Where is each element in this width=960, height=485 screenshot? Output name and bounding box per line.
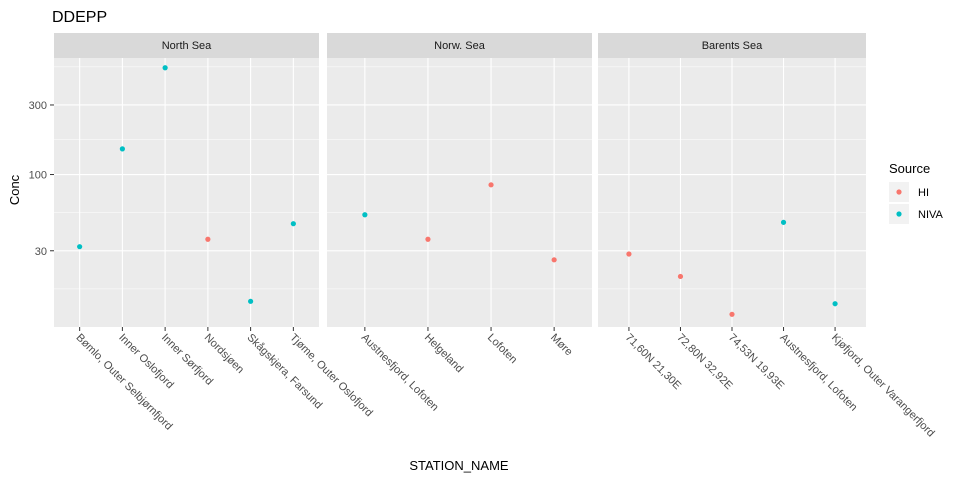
x-tick-label: 71,60N 21,30E bbox=[623, 332, 683, 392]
chart-title: DDEPP bbox=[52, 9, 107, 26]
facet-strip-norw-sea bbox=[327, 33, 592, 58]
data-point-hi bbox=[488, 182, 494, 188]
x-tick-label: Kjøfjord, Outer Varangerfjord bbox=[829, 332, 937, 440]
legend-marker-niva bbox=[896, 211, 902, 217]
legend-title: Source bbox=[889, 161, 930, 176]
data-point-hi bbox=[677, 273, 684, 280]
x-axis-title: STATION_NAME bbox=[409, 458, 509, 473]
facet-strip-barents-sea bbox=[598, 33, 866, 58]
data-point-niva bbox=[162, 65, 168, 71]
data-point-niva bbox=[362, 212, 368, 218]
facet-label: Barents Sea bbox=[702, 40, 763, 52]
data-point-niva bbox=[780, 219, 787, 225]
data-point-niva bbox=[832, 301, 838, 307]
x-tick-label: Lofoten bbox=[485, 332, 519, 366]
facet-label: North Sea bbox=[162, 40, 212, 52]
data-point-niva bbox=[119, 146, 125, 152]
data-point-niva bbox=[248, 298, 254, 304]
x-tick-label: Nordsjøen bbox=[202, 332, 246, 376]
data-point-hi bbox=[425, 236, 431, 242]
data-point-hi bbox=[205, 236, 211, 242]
facet-label: Norw. Sea bbox=[434, 40, 486, 52]
x-tick-label: Skågskjera, Farsund bbox=[244, 332, 324, 412]
y-axis-title: Conc bbox=[7, 174, 22, 205]
legend: Source HI NIVA bbox=[889, 161, 944, 224]
x-tick-label: Tjøme, Outer Oslofjord bbox=[287, 332, 375, 420]
y-tick-label: 30 bbox=[35, 246, 47, 258]
legend-label-hi: HI bbox=[918, 187, 929, 199]
panel-north-sea bbox=[54, 58, 319, 327]
data-point-niva bbox=[290, 221, 296, 227]
y-tick-label: 300 bbox=[29, 100, 47, 112]
y-tick-label: 100 bbox=[29, 170, 47, 182]
panel-norw-sea bbox=[327, 58, 592, 327]
data-point-hi bbox=[729, 311, 735, 317]
data-point-hi bbox=[551, 257, 557, 263]
facet-strip-north-sea bbox=[54, 33, 319, 58]
legend-marker-hi bbox=[896, 189, 902, 195]
data-point-hi bbox=[626, 251, 632, 257]
x-tick-label: Møre bbox=[548, 332, 575, 359]
legend-label-niva: NIVA bbox=[918, 209, 944, 221]
x-tick-label: Helgeland bbox=[422, 332, 466, 376]
data-point-niva bbox=[77, 244, 83, 250]
